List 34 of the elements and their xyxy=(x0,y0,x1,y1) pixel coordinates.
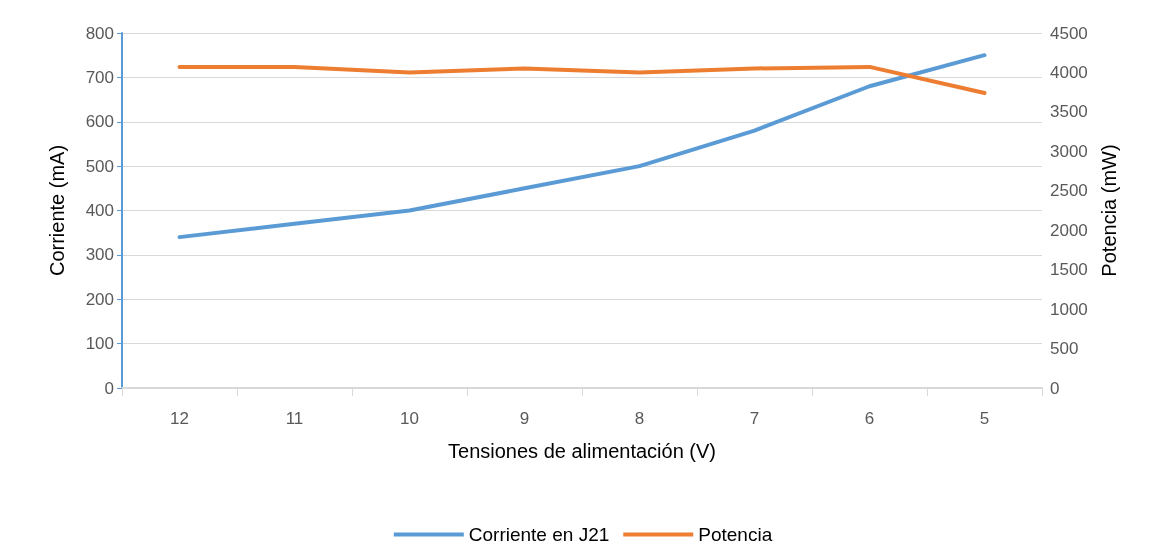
y-tick-label: 200 xyxy=(85,289,114,309)
y2-tick-label: 1500 xyxy=(1050,260,1088,280)
x-tick-label: 11 xyxy=(285,409,304,428)
y2-tick-label: 2000 xyxy=(1050,220,1088,240)
y-tick-label: 500 xyxy=(85,156,114,176)
x-axis-title: Tensiones de alimentación (V) xyxy=(448,440,716,462)
y2-tick-label: 3000 xyxy=(1050,141,1088,161)
y2-axis-title: Potencia (mW) xyxy=(1097,144,1120,277)
y2-tick-label: 3500 xyxy=(1050,102,1088,122)
y-tick-label: 300 xyxy=(85,245,114,265)
y2-tick-label: 4000 xyxy=(1050,62,1088,82)
x-tick-label: 5 xyxy=(979,409,990,428)
y-tick-label: 600 xyxy=(85,112,114,132)
x-tick-label: 10 xyxy=(400,409,419,428)
y-tick-label: 100 xyxy=(85,334,114,354)
y-tick-label: 0 xyxy=(104,378,114,398)
y2-tick-label: 2500 xyxy=(1050,181,1088,201)
line-series xyxy=(177,64,987,95)
x-tick-label: 12 xyxy=(170,409,189,428)
line-series xyxy=(177,53,987,240)
legend-label: Corriente en J21 xyxy=(468,524,610,545)
x-tick-label: 9 xyxy=(519,409,530,428)
y2-tick-label: 500 xyxy=(1050,339,1079,359)
y2-tick-label: 1000 xyxy=(1050,299,1088,319)
x-tick-label: 6 xyxy=(864,409,875,428)
x-tick-label: 8 xyxy=(634,409,645,428)
y-tick-label: 800 xyxy=(85,23,114,43)
y2-tick-label: 0 xyxy=(1050,378,1060,398)
y-axis-title: Corriente (mA) xyxy=(46,144,68,277)
y-tick-label: 700 xyxy=(85,67,114,87)
x-tick-label: 7 xyxy=(749,409,760,428)
legend-label: Potencia xyxy=(698,524,773,545)
y-tick-label: 400 xyxy=(85,201,114,220)
y2-tick-label: 4500 xyxy=(1050,23,1088,43)
